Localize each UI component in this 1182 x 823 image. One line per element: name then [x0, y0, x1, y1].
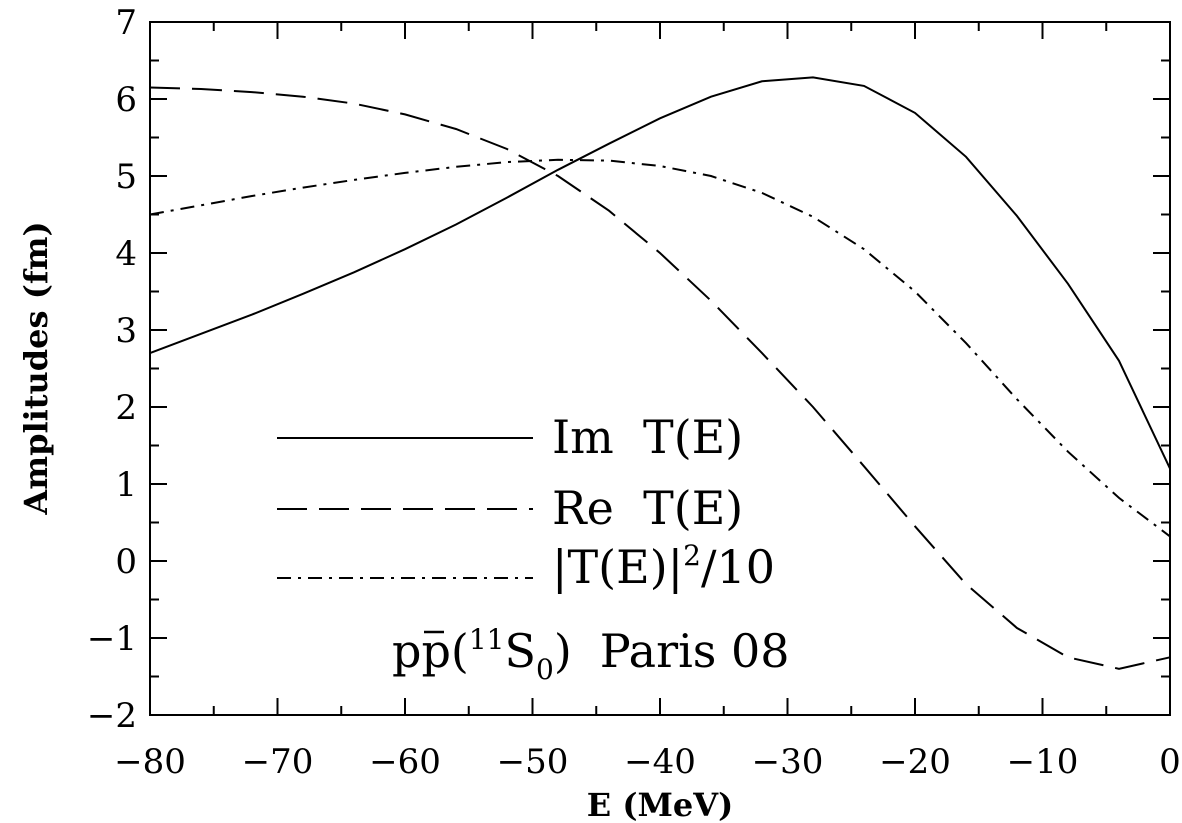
legend-label-abs-rest: /10 — [701, 540, 775, 594]
series-line-solid — [149, 76, 1171, 470]
series-layer — [149, 76, 1171, 670]
y-tick-label: 0 — [115, 542, 137, 582]
x-axis-title: E (MeV) — [587, 786, 733, 823]
y-tick-labels: −2 −1 0 1 2 3 4 5 6 7 — [87, 3, 137, 736]
x-tick-label: −50 — [497, 742, 569, 782]
annotation-sub: 0 — [536, 653, 554, 686]
y-tick-label: −2 — [87, 696, 137, 736]
y-axis-title: Amplitudes (fm) — [17, 221, 55, 515]
annotation-s: S — [505, 624, 537, 678]
x-tick-label: 0 — [1159, 742, 1181, 782]
legend-label-re: Re T(E) — [552, 481, 743, 535]
y-tick-label: 3 — [115, 311, 137, 351]
x-tick-label: −40 — [624, 742, 696, 782]
y-tick-label: 1 — [115, 465, 137, 505]
annotation-p: p — [392, 624, 421, 678]
x-tick-label: −80 — [114, 742, 186, 782]
legend-label-abs-sup: 2 — [683, 539, 701, 572]
y-tick-label: 4 — [115, 234, 137, 274]
x-tick-label: −30 — [752, 742, 824, 782]
y-tick-label: 2 — [115, 388, 137, 428]
y-tick-label: 6 — [115, 80, 137, 120]
x-tick-label: −20 — [879, 742, 951, 782]
y-tick-label: 7 — [115, 3, 137, 43]
legend: Im T(E) Re T(E) |T(E)|2/10 — [277, 410, 775, 594]
x-tick-labels: −80 −70 −60 −50 −40 −30 −20 −10 0 — [114, 742, 1181, 782]
annotation-text: pp(11S0) Paris 08 — [392, 623, 790, 686]
series-line-dashed — [149, 86, 1171, 670]
legend-label-abs: |T(E)|2/10 — [552, 539, 775, 594]
y-tick-label: 5 — [115, 157, 137, 197]
x-tick-label: −70 — [242, 742, 314, 782]
x-tick-label: −10 — [1007, 742, 1079, 782]
process-annotation: pp(11S0) Paris 08 — [392, 623, 790, 686]
y-tick-label: −1 — [87, 619, 137, 659]
x-tick-label: −60 — [369, 742, 441, 782]
legend-label-abs-main: |T(E)| — [552, 540, 683, 594]
annotation-open-paren: ( — [451, 624, 469, 678]
annotation-sup: 11 — [469, 623, 505, 656]
plot-frame — [149, 21, 1171, 716]
legend-label-im: Im T(E) — [552, 410, 743, 464]
axis-ticks — [149, 21, 1171, 716]
annotation-close-paren: ) — [554, 624, 572, 678]
annotation-rest: Paris 08 — [600, 624, 790, 678]
